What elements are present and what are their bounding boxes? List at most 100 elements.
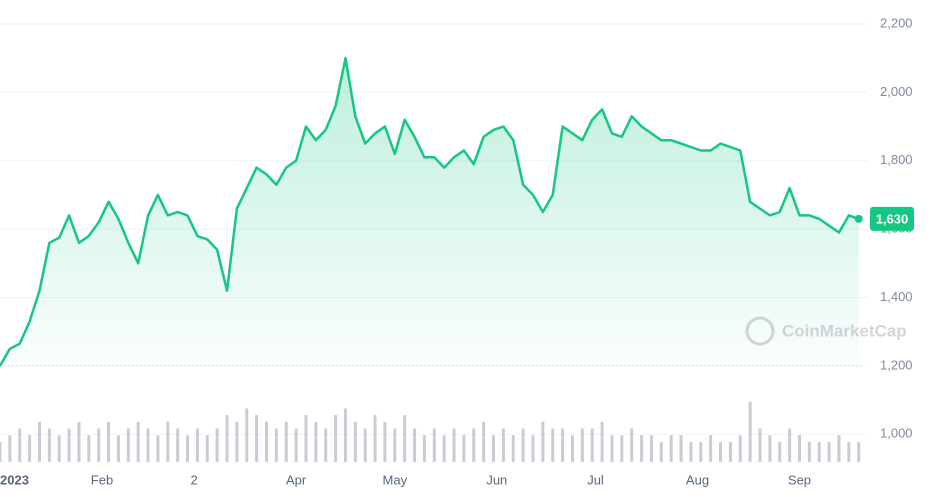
- y-tick-label: 1,400: [880, 289, 913, 304]
- volume-bar: [77, 421, 81, 462]
- volume-bar: [837, 435, 841, 462]
- volume-bar: [590, 428, 594, 462]
- volume-bar: [699, 441, 703, 462]
- volume-bar: [788, 428, 792, 462]
- volume-bar: [176, 428, 180, 462]
- volume-bar: [334, 415, 338, 462]
- price-area: [0, 58, 859, 366]
- volume-bar: [610, 435, 614, 462]
- volume-bar: [728, 441, 732, 462]
- volume-bar: [18, 428, 22, 462]
- volume-bar: [422, 435, 426, 462]
- watermark: CoinMarketCap: [745, 316, 907, 346]
- volume-bar: [600, 421, 604, 462]
- x-tick-label: 2023: [0, 472, 29, 487]
- volume-bar: [758, 428, 762, 462]
- y-tick-label: 1,000: [880, 426, 913, 441]
- volume-bar: [709, 435, 713, 462]
- volume-bar: [126, 428, 130, 462]
- volume-bar: [482, 421, 486, 462]
- volume-bar: [0, 441, 2, 462]
- volume-bar: [205, 435, 209, 462]
- volume-bar: [195, 428, 199, 462]
- volume-bar: [363, 428, 367, 462]
- volume-bar: [403, 415, 407, 462]
- volume-bar: [797, 435, 801, 462]
- volume-bar: [87, 435, 91, 462]
- y-tick-label: 2,000: [880, 84, 913, 99]
- volume-bar: [679, 435, 683, 462]
- volume-bar: [807, 441, 811, 462]
- volume-bar: [373, 415, 377, 462]
- watermark-text: CoinMarketCap: [782, 321, 907, 340]
- volume-bar: [719, 441, 723, 462]
- volume-bar: [442, 435, 446, 462]
- x-tick-label: Jun: [486, 472, 507, 487]
- volume-bar: [37, 421, 41, 462]
- volume-bar: [264, 421, 268, 462]
- y-tick-label: 1,800: [880, 152, 913, 167]
- volume-bar: [284, 421, 288, 462]
- volume-bar: [827, 441, 831, 462]
- volume-bar: [620, 435, 624, 462]
- price-line: [0, 56, 860, 367]
- volume-bar: [689, 441, 693, 462]
- volume-bar: [778, 441, 782, 462]
- volume-bar: [640, 435, 644, 462]
- volume-bar: [146, 428, 150, 462]
- y-tick-label: 2,200: [880, 15, 913, 30]
- x-tick-label: May: [383, 472, 408, 487]
- volume-bar: [304, 415, 308, 462]
- volume-bar: [521, 428, 525, 462]
- volume-bar: [97, 428, 101, 462]
- x-tick-label: Aug: [686, 472, 709, 487]
- volume-bar: [511, 435, 515, 462]
- volume-bar: [136, 421, 140, 462]
- volume-bar: [580, 428, 584, 462]
- volume-bar: [630, 428, 634, 462]
- y-tick-label: 1,200: [880, 357, 913, 372]
- volume-bar: [324, 428, 328, 462]
- volume-bar: [57, 435, 61, 462]
- volume-bar: [561, 428, 565, 462]
- volume-bar: [659, 441, 663, 462]
- volume-bar: [156, 435, 160, 462]
- volume-bar: [343, 408, 347, 462]
- volume-bar: [166, 421, 170, 462]
- volume-bar: [748, 401, 752, 462]
- volume-bar: [452, 428, 456, 462]
- last-point: [854, 214, 863, 223]
- x-tick-label: Jul: [587, 472, 604, 487]
- volume-bar: [649, 435, 653, 462]
- volume-bar: [314, 421, 318, 462]
- price-badge: [870, 206, 914, 231]
- volume-bar: [501, 428, 505, 462]
- volume-bar: [225, 415, 229, 462]
- volume-bar: [28, 435, 32, 462]
- volume-bar: [116, 435, 120, 462]
- volume-bar: [274, 428, 278, 462]
- volume-bar: [768, 435, 772, 462]
- volume-bar: [245, 408, 249, 462]
- price-badge-label: 1,630: [876, 211, 909, 226]
- volume-bar: [353, 421, 357, 462]
- volume-bar: [551, 428, 555, 462]
- volume-bar: [492, 435, 496, 462]
- volume-bar: [413, 428, 417, 462]
- x-tick-label: 2: [190, 472, 197, 487]
- volume-bar: [383, 421, 387, 462]
- volume-bar: [817, 441, 821, 462]
- volume-bar: [462, 435, 466, 462]
- volume-bar: [857, 441, 861, 462]
- x-tick-label: Feb: [91, 472, 113, 487]
- volume-bar: [541, 421, 545, 462]
- volume-bar: [738, 435, 742, 462]
- volume-bar: [570, 435, 574, 462]
- volume-bar: [294, 428, 298, 462]
- volume-bar: [8, 435, 12, 462]
- volume-bar: [531, 435, 535, 462]
- volume-bar: [472, 428, 476, 462]
- volume-bar: [393, 428, 397, 462]
- volume-bar: [186, 435, 190, 462]
